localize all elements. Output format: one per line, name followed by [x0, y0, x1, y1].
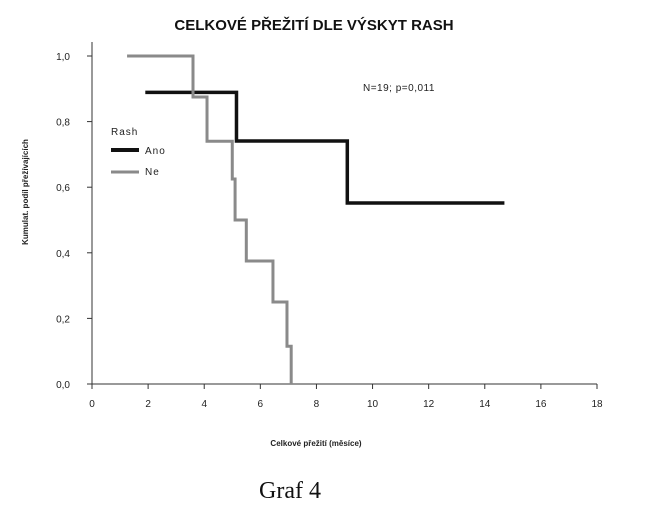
y-axis-ticks: 0,0 0,2 0,4 0,6 0,8 1,0 — [56, 52, 92, 391]
x-tick-label: 14 — [479, 399, 491, 410]
x-tick-label: 18 — [591, 399, 603, 410]
legend: Rash Ano Ne — [111, 127, 166, 178]
y-tick-label: 0,8 — [56, 118, 70, 129]
y-tick-label: 0,2 — [56, 314, 70, 325]
y-tick-label: 0,6 — [56, 183, 70, 194]
x-tick-label: 16 — [535, 399, 547, 410]
y-axis-title: Kumulat. podíl přežívajících — [21, 139, 30, 245]
x-tick-label: 12 — [423, 399, 435, 410]
survival-curves — [127, 54, 505, 384]
x-axis-ticks: 0 2 4 6 8 10 12 14 16 18 — [89, 384, 603, 410]
chart-title: CELKOVÉ PŘEŽITÍ DLE VÝSKYT RASH — [174, 16, 453, 34]
stats-annotation: N=19; p=0,011 — [363, 83, 435, 94]
series-line-ano — [145, 90, 505, 205]
y-tick-label: 0,0 — [56, 380, 70, 391]
figure-caption: Graf 4 — [259, 478, 321, 504]
x-tick-label: 10 — [367, 399, 379, 410]
y-tick-label: 1,0 — [56, 52, 70, 63]
x-tick-label: 4 — [201, 399, 207, 410]
series-line-ne — [127, 54, 293, 384]
x-tick-label: 6 — [258, 399, 264, 410]
x-tick-label: 8 — [314, 399, 320, 410]
legend-title: Rash — [111, 127, 138, 138]
legend-label-ano: Ano — [145, 146, 166, 157]
legend-label-ne: Ne — [145, 167, 160, 178]
x-tick-label: 2 — [145, 399, 151, 410]
x-tick-label: 0 — [89, 399, 95, 410]
y-tick-label: 0,4 — [56, 249, 70, 260]
x-axis-title: Celkové přežití (měsíce) — [270, 439, 361, 448]
